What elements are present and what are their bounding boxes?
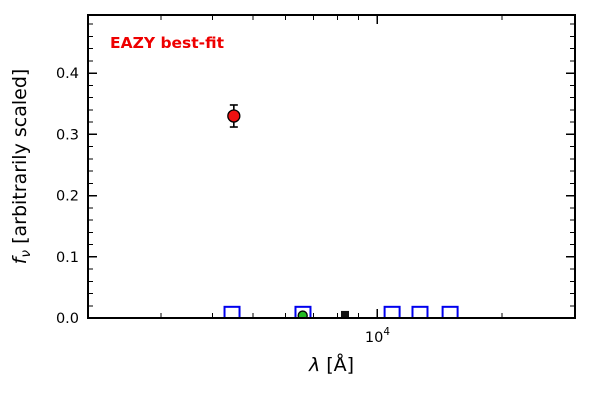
y-tick-label: 0.2: [56, 189, 79, 205]
series-group: [223, 104, 459, 318]
y-axis-label: fν [arbitrarily scaled]: [9, 69, 34, 265]
annotation-eazy-best-fit: EAZY best-fit: [110, 34, 225, 52]
y-tick-label: 0.0: [56, 311, 79, 327]
x-axis-label: λ [Å]: [308, 353, 354, 376]
template-photometry-blue-squares-marker: [411, 305, 429, 318]
y-tick-label: 0.3: [56, 127, 79, 143]
axes-group: [87, 14, 576, 319]
template-photometry-blue-squares-marker: [294, 305, 312, 318]
y-tick-label: 0.4: [56, 66, 79, 82]
plot-frame: [87, 14, 576, 319]
best-fit-point-red-marker: [227, 109, 241, 123]
template-photometry-blue-squares-marker: [223, 305, 241, 318]
y-tick-label: 0.1: [56, 250, 79, 266]
template-photometry-blue-squares-marker: [383, 305, 401, 318]
observed-point-green-marker: [297, 310, 308, 318]
x-tick-label: 104: [365, 326, 390, 346]
template-photometry-blue-squares-marker: [441, 305, 459, 318]
observed-point-dark-square-marker: [341, 310, 350, 318]
